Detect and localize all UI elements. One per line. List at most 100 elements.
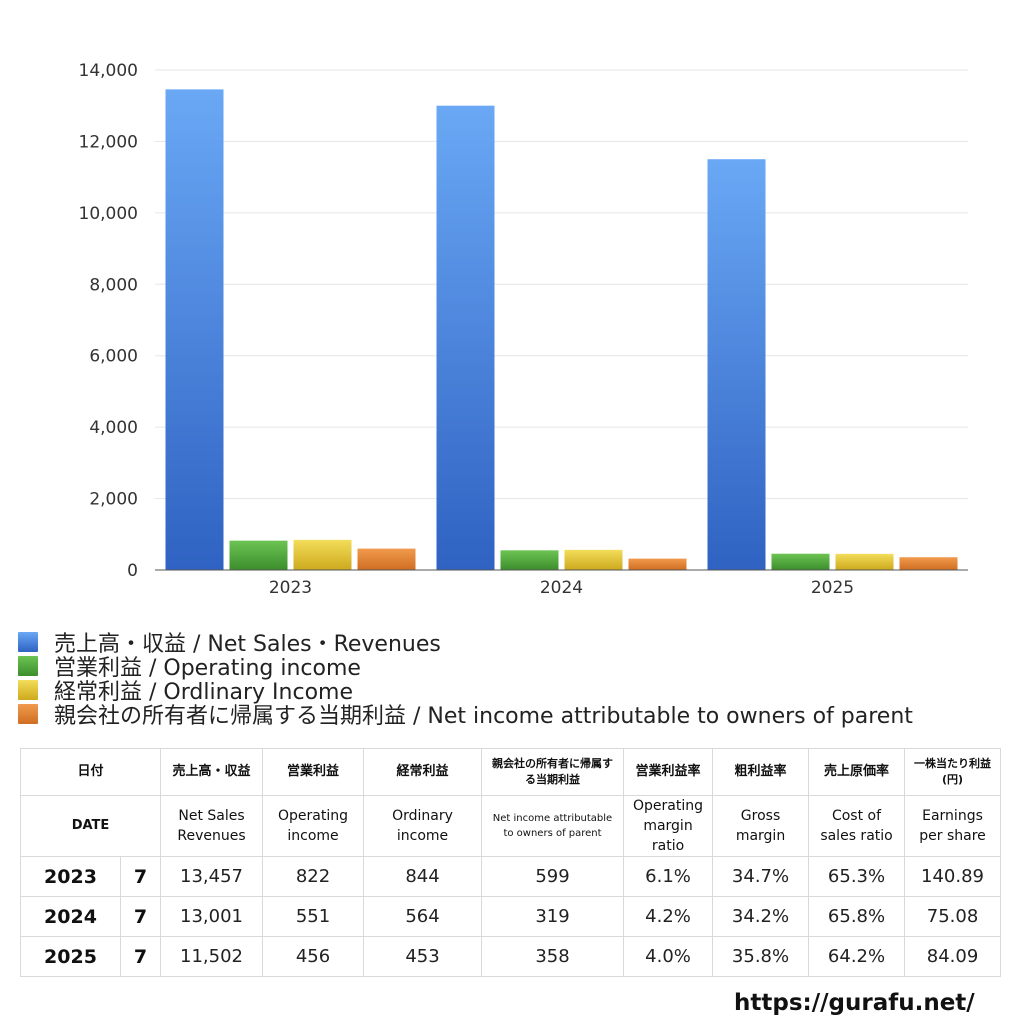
bar-ordinary-income	[293, 539, 352, 570]
header-op-margin-en-text: Operating margin ratio	[633, 798, 704, 854]
cell-eps: 75.08	[904, 896, 1002, 937]
legend-swatch-net-income	[18, 704, 38, 724]
header-gross-en: Gross margin	[712, 795, 810, 857]
y-tick-label: 0	[127, 561, 138, 581]
y-tick-label: 14,000	[79, 61, 138, 81]
header-date-jp: 日付	[19, 748, 162, 796]
header-row-jp: 日付 売上高・収益 営業利益 経常利益 親会社の所有者に帰属する当期利益 営業利…	[19, 748, 1002, 796]
bars	[165, 89, 958, 571]
gridlines	[155, 69, 968, 500]
cell-cost: 65.8%	[808, 896, 906, 937]
bar-operating-income	[500, 550, 559, 570]
header-net-income-en-text: Net income attributable to owners of par…	[492, 813, 613, 839]
header-cost-en-text: Cost of sales ratio	[820, 808, 893, 844]
legend-item-operating: 営業利益 / Operating income	[18, 654, 913, 681]
cell-sales: 11,502	[160, 936, 264, 977]
cell-net-income: 358	[481, 936, 625, 977]
header-row-en: DATE Net Sales Revenues Operating income…	[19, 795, 1002, 857]
cell-op-margin: 6.1%	[623, 856, 714, 897]
cell-sales: 13,457	[160, 856, 264, 897]
y-tick-label: 2,000	[89, 490, 138, 510]
cell-month: 7	[119, 896, 162, 937]
x-tick-label: 2024	[540, 578, 583, 598]
cell-op-margin: 4.2%	[623, 896, 714, 937]
y-tick-label: 12,000	[79, 132, 138, 152]
header-cost-jp: 売上原価率	[808, 748, 906, 796]
header-operating-jp: 営業利益	[262, 748, 365, 796]
legend-label-net-income: 親会社の所有者に帰属する当期利益 / Net income attributab…	[54, 704, 913, 729]
bar-net-income	[628, 558, 687, 570]
header-eps-jp: 一株当たり利益 (円)	[904, 748, 1002, 796]
cell-sales: 13,001	[160, 896, 264, 937]
table-row: 2023 7 13,457 822 844 599 6.1% 34.7% 65.…	[20, 856, 1002, 897]
cell-ordinary: 844	[363, 856, 483, 897]
cell-op-margin: 4.0%	[623, 936, 714, 977]
header-cost-en: Cost of sales ratio	[808, 795, 906, 857]
bar-net-income	[357, 548, 416, 570]
x-tick-label: 2025	[811, 578, 854, 598]
header-op-margin-en: Operating margin ratio	[623, 795, 714, 857]
y-tick-label: 8,000	[89, 275, 138, 295]
bar-ordinary-income	[835, 553, 894, 570]
legend-swatch-operating	[18, 656, 38, 676]
legend-label-ordinary: 経常利益 / Ordlinary Income	[54, 680, 353, 705]
cell-cost: 64.2%	[808, 936, 906, 977]
cell-ordinary: 564	[363, 896, 483, 937]
y-tick-label: 6,000	[89, 347, 138, 367]
header-gross-en-text: Gross margin	[735, 808, 786, 844]
cell-eps: 84.09	[904, 936, 1002, 977]
legend-item-ordinary: 経常利益 / Ordlinary Income	[18, 678, 913, 705]
header-eps-jp-text: 一株当たり利益 (円)	[914, 757, 992, 786]
legend-item-sales: 売上高・収益 / Net Sales・Revenues	[18, 630, 913, 657]
header-eps-en: Earnings per share	[904, 795, 1002, 857]
y-axis-ticks: 0 2,000 4,000 6,000 8,000 10,000 12,000 14,000	[79, 61, 138, 581]
bar-operating-income	[771, 553, 830, 570]
cell-net-income: 599	[481, 856, 625, 897]
y-tick-label: 10,000	[79, 204, 138, 224]
legend-swatch-sales	[18, 632, 38, 652]
header-date-en: DATE	[19, 795, 162, 857]
cell-month: 7	[119, 856, 162, 897]
legend-label-sales: 売上高・収益 / Net Sales・Revenues	[54, 632, 441, 657]
header-sales-en-text: Net Sales Revenues	[177, 808, 246, 844]
cell-month: 7	[119, 936, 162, 977]
cell-year: 2025	[20, 936, 121, 977]
cell-year: 2024	[20, 896, 121, 937]
bar-sales	[436, 105, 495, 570]
header-op-margin-jp: 営業利益率	[623, 748, 714, 796]
header-sales-jp: 売上高・収益	[160, 748, 264, 796]
legend-swatch-ordinary	[18, 680, 38, 700]
header-net-income-jp: 親会社の所有者に帰属する当期利益	[481, 748, 625, 796]
cell-operating: 822	[262, 856, 365, 897]
table-row: 2024 7 13,001 551 564 319 4.2% 34.2% 65.…	[20, 896, 1002, 937]
x-tick-label: 2023	[269, 578, 312, 598]
header-ordinary-en: Ordinary income	[363, 795, 483, 857]
x-axis-ticks: 2023 2024 2025	[269, 578, 854, 598]
bar-operating-income	[229, 540, 288, 570]
bar-net-income	[899, 557, 958, 570]
cell-year: 2023	[20, 856, 121, 897]
table-row: 2025 7 11,502 456 453 358 4.0% 35.8% 64.…	[20, 936, 1002, 977]
financial-table: 日付 売上高・収益 営業利益 経常利益 親会社の所有者に帰属する当期利益 営業利…	[19, 748, 1002, 977]
site-url: https://gurafu.net/	[734, 990, 975, 1016]
legend-item-net-income: 親会社の所有者に帰属する当期利益 / Net income attributab…	[18, 702, 913, 729]
cell-gross: 35.8%	[712, 936, 810, 977]
header-eps-en-text: Earnings per share	[919, 808, 986, 844]
cell-eps: 140.89	[904, 856, 1002, 897]
cell-gross: 34.2%	[712, 896, 810, 937]
header-net-income-jp-text: 親会社の所有者に帰属する当期利益	[492, 757, 614, 786]
cell-operating: 456	[262, 936, 365, 977]
bar-sales	[165, 89, 224, 571]
bar-ordinary-income	[564, 549, 623, 570]
cell-gross: 34.7%	[712, 856, 810, 897]
bar-chart: 02,0004,0006,0008,00010,00012,00014,000 …	[79, 61, 968, 598]
header-ordinary-jp: 経常利益	[363, 748, 483, 796]
legend: 売上高・収益 / Net Sales・Revenues 営業利益 / Opera…	[18, 630, 913, 729]
header-operating-en-text: Operating income	[278, 808, 349, 844]
header-operating-en: Operating income	[262, 795, 365, 857]
legend-label-operating: 営業利益 / Operating income	[54, 656, 361, 681]
header-net-income-en: Net income attributable to owners of par…	[481, 795, 625, 857]
cell-cost: 65.3%	[808, 856, 906, 897]
cell-ordinary: 453	[363, 936, 483, 977]
bar-sales	[707, 159, 766, 570]
